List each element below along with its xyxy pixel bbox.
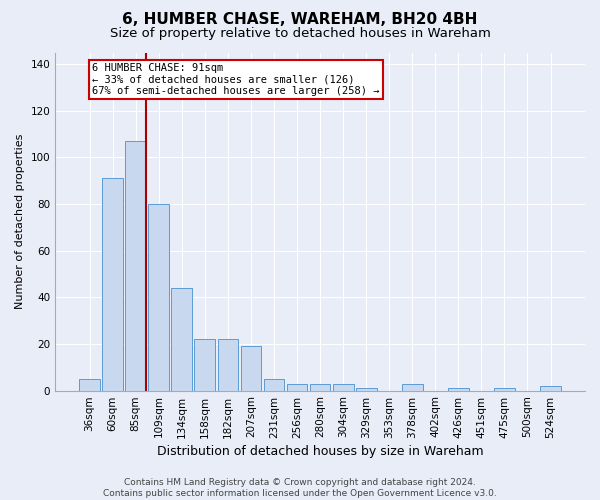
Bar: [218, 340, 238, 390]
Bar: [241, 346, 262, 391]
X-axis label: Distribution of detached houses by size in Wareham: Distribution of detached houses by size …: [157, 444, 484, 458]
Bar: [494, 388, 515, 390]
Text: Contains HM Land Registry data © Crown copyright and database right 2024.
Contai: Contains HM Land Registry data © Crown c…: [103, 478, 497, 498]
Bar: [194, 340, 215, 390]
Text: Size of property relative to detached houses in Wareham: Size of property relative to detached ho…: [110, 28, 490, 40]
Bar: [540, 386, 561, 390]
Text: 6, HUMBER CHASE, WAREHAM, BH20 4BH: 6, HUMBER CHASE, WAREHAM, BH20 4BH: [122, 12, 478, 28]
Bar: [356, 388, 377, 390]
Bar: [402, 384, 422, 390]
Bar: [310, 384, 331, 390]
Bar: [125, 141, 146, 390]
Y-axis label: Number of detached properties: Number of detached properties: [15, 134, 25, 309]
Bar: [263, 379, 284, 390]
Text: 6 HUMBER CHASE: 91sqm
← 33% of detached houses are smaller (126)
67% of semi-det: 6 HUMBER CHASE: 91sqm ← 33% of detached …: [92, 62, 380, 96]
Bar: [287, 384, 307, 390]
Bar: [172, 288, 192, 390]
Bar: [148, 204, 169, 390]
Bar: [448, 388, 469, 390]
Bar: [79, 379, 100, 390]
Bar: [102, 178, 123, 390]
Bar: [333, 384, 353, 390]
